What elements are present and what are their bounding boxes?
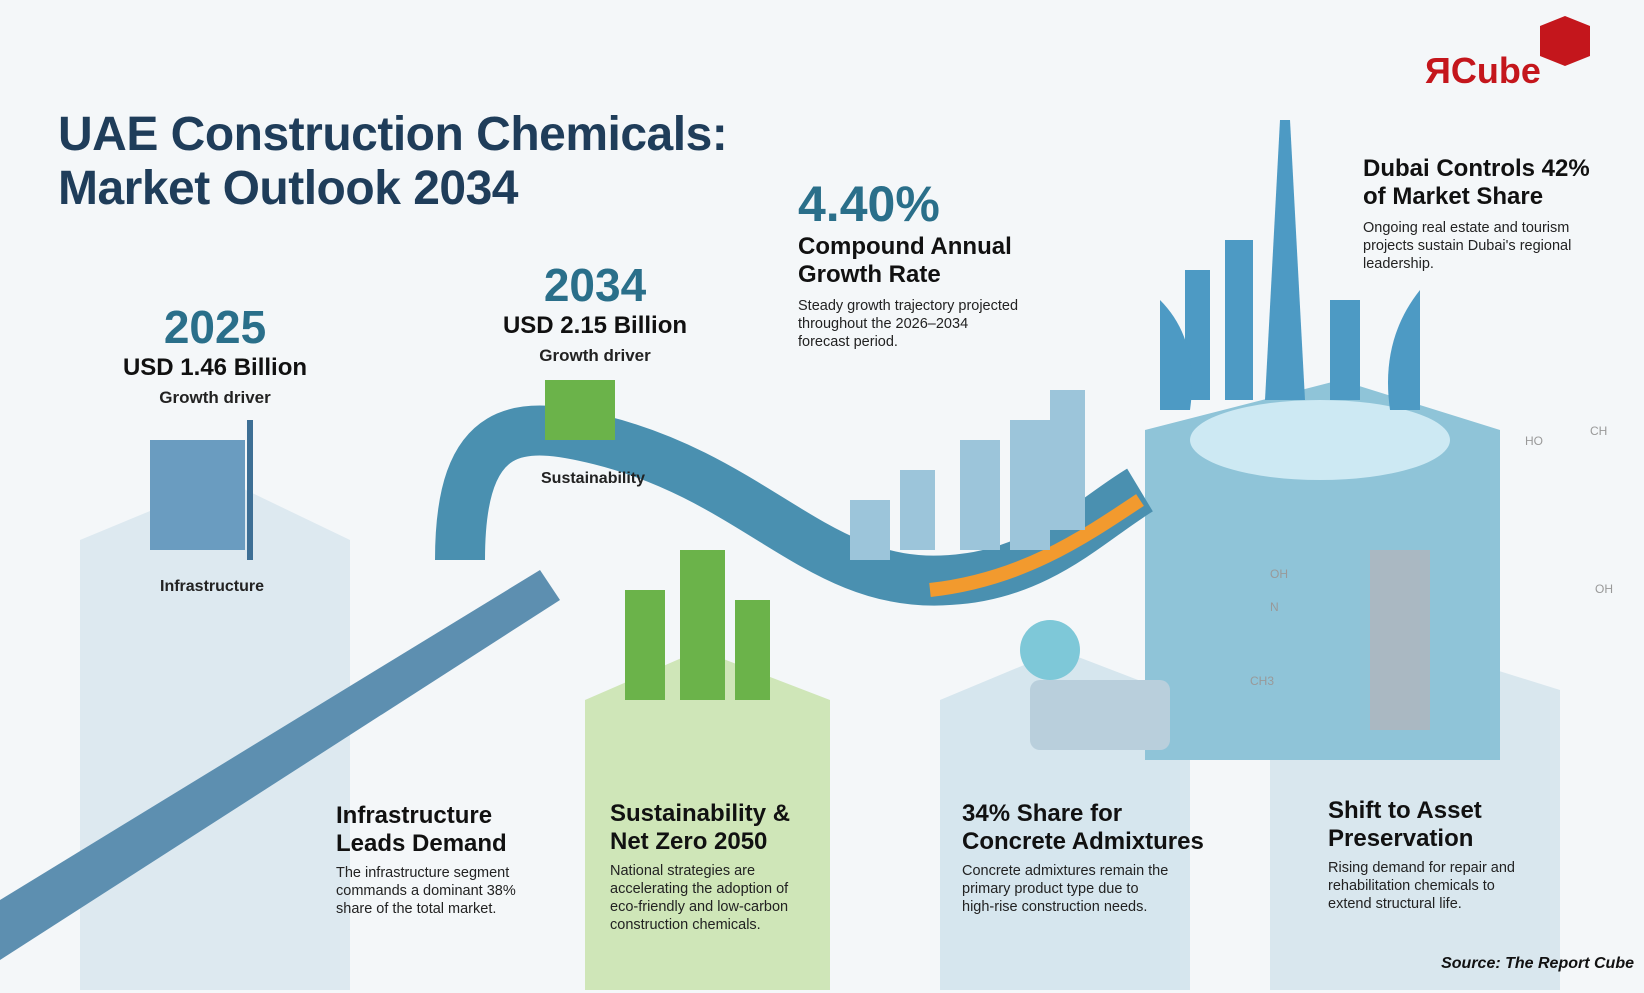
cagr-section: 4.40% Compound Annual Growth Rate Steady … bbox=[798, 176, 1019, 350]
logo: ЯCube bbox=[1425, 8, 1595, 91]
sustainability-block bbox=[585, 650, 830, 990]
dubai-skyline bbox=[1160, 120, 1420, 410]
bridge bbox=[0, 570, 560, 960]
logo-word: Cube bbox=[1450, 50, 1541, 91]
chem-label: N bbox=[1270, 600, 1279, 614]
chem-label: CH3 bbox=[1250, 674, 1275, 688]
growth-arrow bbox=[929, 494, 1144, 597]
chem-label: HO bbox=[1525, 434, 1543, 448]
milestone-2025: 2025 USD 1.46 Billion Growth driver bbox=[122, 301, 308, 407]
infrastructure-label: Infrastructure bbox=[160, 578, 265, 595]
chem-label: OH bbox=[1270, 567, 1288, 581]
cube-icon bbox=[1540, 16, 1590, 66]
card-concrete-admixtures: 34% Share for Concrete Admixtures Concret… bbox=[962, 800, 1204, 915]
repair-tower bbox=[1370, 550, 1430, 730]
page-title: UAE Construction Chemicals: Market Outloo… bbox=[58, 108, 728, 215]
sustainability-label: Sustainability bbox=[541, 470, 646, 487]
chem-label: CH bbox=[1590, 424, 1608, 438]
dubai-section: Dubai Controls 42% of Market Share Ongoin… bbox=[1363, 155, 1590, 272]
chem-label: OH bbox=[1595, 582, 1613, 596]
sustainability-blocks-icon bbox=[545, 380, 615, 440]
concrete-mixer-truck bbox=[1030, 680, 1170, 750]
card-infrastructure: Infrastructure Leads Demand The infrastru… bbox=[336, 802, 516, 917]
palm-island bbox=[1190, 400, 1450, 480]
logo-mark: Я bbox=[1425, 50, 1451, 91]
card-sustainability: Sustainability & Net Zero 2050 National s… bbox=[610, 800, 791, 933]
infrastructure-building bbox=[150, 420, 253, 560]
milestone-2034: 2034 USD 2.15 Billion Growth driver bbox=[502, 259, 688, 365]
source-note: Source: The Report Cube bbox=[1441, 955, 1634, 972]
flask-icon bbox=[1020, 620, 1080, 680]
city-buildings bbox=[850, 390, 1085, 560]
card-asset-preservation: Shift to Asset Preservation Rising demand… bbox=[1328, 797, 1515, 912]
green-buildings bbox=[625, 550, 770, 700]
